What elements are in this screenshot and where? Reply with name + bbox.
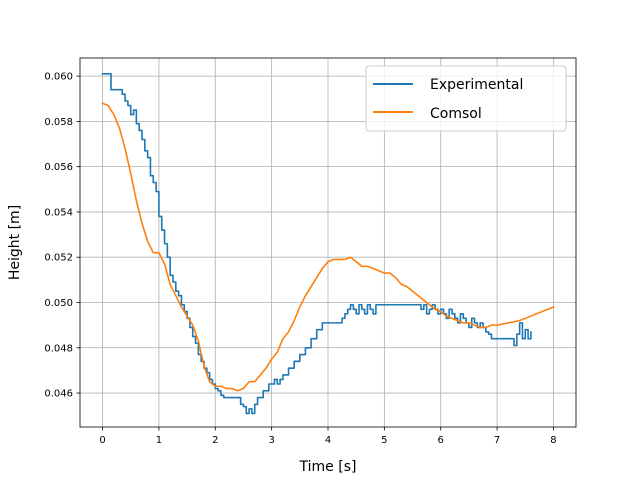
x-tick-label: 2 xyxy=(212,435,218,446)
legend-label-experimental: Experimental xyxy=(430,77,523,93)
x-tick-label: 3 xyxy=(268,435,274,446)
series-line-comsol xyxy=(101,102,555,392)
y-tick-label: 0.048 xyxy=(44,343,73,354)
x-tick-label: 7 xyxy=(494,435,500,446)
y-tick-label: 0.060 xyxy=(44,72,73,83)
y-tick-label: 0.052 xyxy=(44,253,73,264)
y-axis-label: Height [m] xyxy=(7,205,23,280)
x-tick-label: 4 xyxy=(325,435,331,446)
y-tick-label: 0.046 xyxy=(44,389,73,400)
legend: Experimental Comsol xyxy=(365,65,567,132)
ticks: 0 1 2 3 4 5 6 7 8 0.046 0.048 0.050 0.052 0.054 0.056 0… xyxy=(44,72,556,446)
x-tick-label: 1 xyxy=(156,435,162,446)
x-tick-label: 6 xyxy=(438,435,444,446)
legend-box xyxy=(365,65,567,132)
legend-label-comsol: Comsol xyxy=(430,106,482,122)
y-tick-label: 0.058 xyxy=(44,117,73,128)
x-tick-label: 8 xyxy=(550,435,556,446)
plot-series xyxy=(101,73,555,415)
x-tick-label: 0 xyxy=(99,435,105,446)
x-axis-label: Time [s] xyxy=(299,459,357,475)
y-tick-label: 0.056 xyxy=(44,162,73,173)
y-tick-label: 0.054 xyxy=(44,207,73,218)
x-tick-label: 5 xyxy=(381,435,387,446)
y-tick-label: 0.050 xyxy=(44,298,73,309)
